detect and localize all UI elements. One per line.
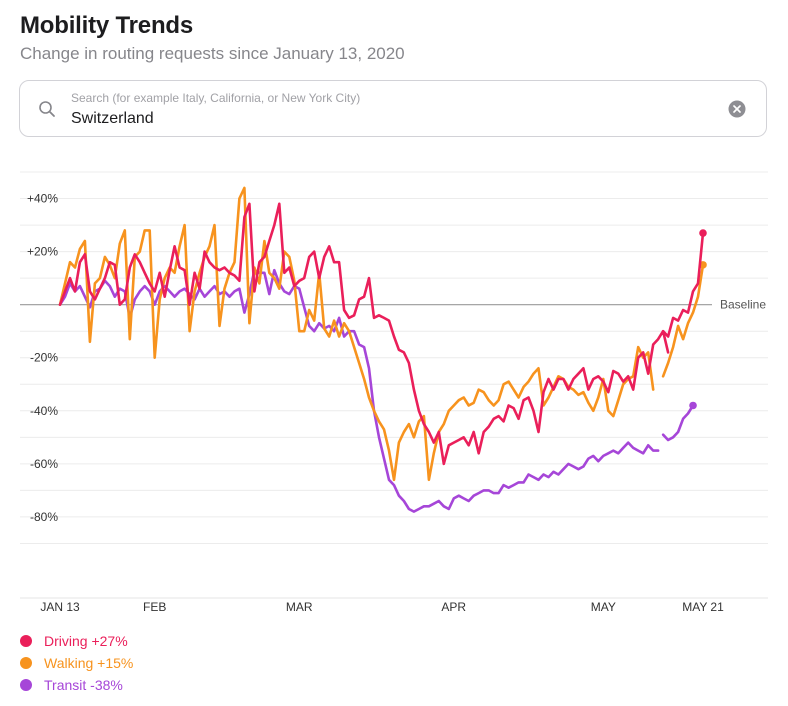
legend-label: Transit -38% — [44, 677, 123, 693]
series-end-point-driving — [699, 229, 707, 237]
series-line-driving — [661, 231, 705, 338]
legend-dot-icon — [20, 657, 32, 669]
y-tick-label: -40% — [30, 404, 58, 418]
series-line-transit — [661, 404, 695, 442]
baseline-label: Baseline — [720, 298, 766, 312]
mobility-chart: +40% +20% -20% -40% -60% -80% JAN 13 FEB MAR APR… — [20, 171, 768, 614]
series-line-walking — [661, 263, 705, 378]
x-tick-label: MAY — [591, 600, 616, 614]
legend-dot-icon — [20, 635, 32, 647]
clear-icon[interactable] — [728, 100, 746, 118]
x-axis-ticks: JAN 13 FEB MAR APR MAY MAY 21 — [40, 600, 724, 614]
y-tick-label: +40% — [27, 192, 58, 206]
series-line-walking — [58, 186, 655, 482]
y-tick-label: -80% — [30, 510, 58, 524]
legend-label: Driving +27% — [44, 633, 128, 649]
legend-dot-icon — [20, 679, 32, 691]
x-tick-label: MAR — [286, 600, 313, 614]
y-axis-ticks: +40% +20% -20% -40% -60% -80% — [27, 192, 58, 524]
page-subtitle: Change in routing requests since January… — [20, 44, 405, 63]
legend-item-walking: Walking +15% — [20, 652, 133, 674]
y-tick-label: +20% — [27, 245, 58, 259]
legend-item-driving: Driving +27% — [20, 630, 133, 652]
y-tick-label: -60% — [30, 457, 58, 471]
x-tick-label: APR — [441, 600, 466, 614]
baseline: Baseline — [20, 298, 766, 312]
legend: Driving +27% Walking +15% Transit -38% — [20, 630, 133, 696]
x-tick-label: JAN 13 — [40, 600, 80, 614]
series-line-driving — [58, 202, 670, 466]
x-tick-label: MAY 21 — [682, 600, 724, 614]
x-tick-label: FEB — [143, 600, 166, 614]
search-box[interactable]: Search (for example Italy, California, o… — [19, 80, 767, 137]
chart-grid — [20, 171, 768, 599]
search-input[interactable]: Switzerland — [71, 110, 154, 127]
series-end-point-transit — [689, 401, 697, 410]
page-title: Mobility Trends — [20, 12, 194, 39]
search-placeholder: Search (for example Italy, California, o… — [71, 91, 361, 105]
series-line-transit — [58, 268, 660, 513]
search-icon — [39, 101, 55, 117]
y-tick-label: -20% — [30, 351, 58, 365]
legend-item-transit: Transit -38% — [20, 674, 133, 696]
series-lines — [58, 186, 707, 513]
legend-label: Walking +15% — [44, 655, 134, 671]
